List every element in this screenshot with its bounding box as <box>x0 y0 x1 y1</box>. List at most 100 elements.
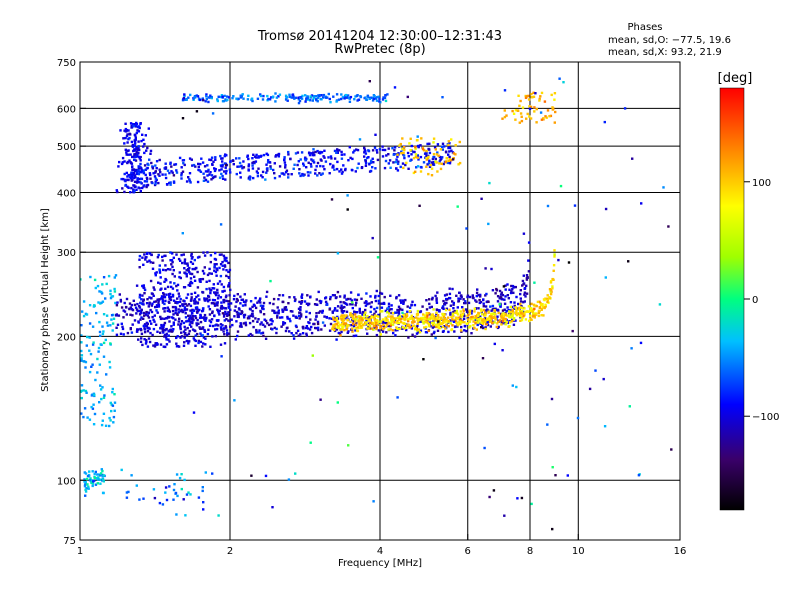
echo-point <box>201 489 204 493</box>
echo-point <box>127 153 130 156</box>
echo-point <box>451 158 455 161</box>
echo-point <box>277 95 280 98</box>
echo-point <box>197 165 200 169</box>
echo-point <box>162 323 166 327</box>
echo-point <box>376 151 379 154</box>
echo-point <box>368 80 371 83</box>
echo-point <box>120 306 124 309</box>
echo-point <box>160 324 163 328</box>
echo-point <box>236 299 239 302</box>
echo-point <box>205 97 208 101</box>
echo-point <box>290 173 293 176</box>
echo-point <box>138 498 141 501</box>
echo-point <box>299 302 303 305</box>
echo-point <box>524 318 528 321</box>
echo-point <box>150 292 154 295</box>
echo-point <box>381 148 385 152</box>
echo-point <box>371 322 374 325</box>
echo-point <box>400 152 403 155</box>
echo-point <box>403 322 406 325</box>
echo-point <box>256 301 259 304</box>
grid-lines <box>80 62 680 540</box>
echo-point <box>130 176 133 180</box>
echo-point <box>273 311 276 314</box>
echo-point <box>405 161 408 165</box>
echo-point <box>438 320 441 324</box>
echo-point <box>360 318 363 321</box>
echo-point <box>419 320 422 323</box>
echo-point <box>133 184 136 187</box>
echo-point <box>168 340 171 343</box>
echo-point <box>332 324 335 327</box>
echo-point <box>99 388 103 391</box>
echo-point <box>319 398 322 401</box>
echo-point <box>99 343 102 346</box>
echo-point <box>214 328 217 331</box>
echo-point <box>342 318 346 321</box>
echo-point <box>506 314 509 317</box>
echo-point <box>154 323 158 326</box>
echo-point <box>384 159 388 163</box>
echo-point <box>455 316 458 319</box>
echo-point <box>210 95 213 99</box>
echo-point <box>131 174 135 177</box>
echo-point <box>172 323 175 326</box>
echo-point <box>86 474 90 478</box>
echo-point <box>302 327 305 330</box>
echo-point <box>296 151 300 154</box>
echo-point <box>529 105 533 109</box>
echo-point <box>94 378 97 382</box>
echo-point <box>139 181 142 184</box>
echo-point <box>463 321 466 324</box>
echo-point <box>327 92 330 96</box>
echo-point <box>323 324 326 327</box>
echo-point <box>150 322 153 325</box>
echo-point <box>424 327 427 330</box>
echo-point <box>554 110 557 114</box>
echo-point <box>142 303 145 306</box>
echo-point <box>432 331 436 335</box>
echo-point <box>401 327 404 330</box>
echo-point <box>490 267 493 271</box>
echo-point <box>529 307 533 310</box>
echo-point <box>402 154 406 157</box>
echo-point <box>129 122 133 125</box>
echo-point <box>128 136 131 140</box>
echo-point <box>402 151 405 155</box>
echo-point <box>602 377 605 381</box>
echo-point <box>360 326 364 329</box>
echo-point <box>189 304 193 308</box>
echo-point <box>180 253 183 257</box>
echo-point <box>331 327 334 331</box>
echo-point <box>287 150 290 154</box>
echo-point <box>346 303 349 306</box>
echo-point <box>478 301 481 305</box>
echo-point <box>332 95 335 98</box>
echo-point <box>278 93 282 96</box>
echo-point <box>667 225 670 228</box>
echo-point <box>101 469 104 473</box>
echo-point <box>84 490 88 493</box>
echo-point <box>191 312 194 315</box>
echo-point <box>132 299 135 302</box>
echo-point <box>130 308 134 311</box>
echo-point <box>278 165 282 168</box>
echo-point <box>551 287 554 290</box>
echo-point <box>518 104 521 107</box>
echo-point <box>148 319 152 323</box>
echo-point <box>514 306 517 309</box>
echo-point <box>321 309 324 313</box>
echo-point <box>126 160 130 164</box>
echo-point <box>224 166 227 169</box>
echo-point <box>214 158 217 161</box>
echo-point <box>98 474 102 477</box>
echo-point <box>386 93 389 96</box>
echo-point <box>367 319 370 322</box>
echo-point <box>275 96 279 99</box>
echo-point <box>438 309 441 313</box>
echo-point <box>368 163 371 166</box>
echo-point <box>371 99 375 102</box>
echo-point <box>380 306 384 309</box>
echo-point <box>135 330 139 333</box>
echo-point <box>197 294 200 297</box>
